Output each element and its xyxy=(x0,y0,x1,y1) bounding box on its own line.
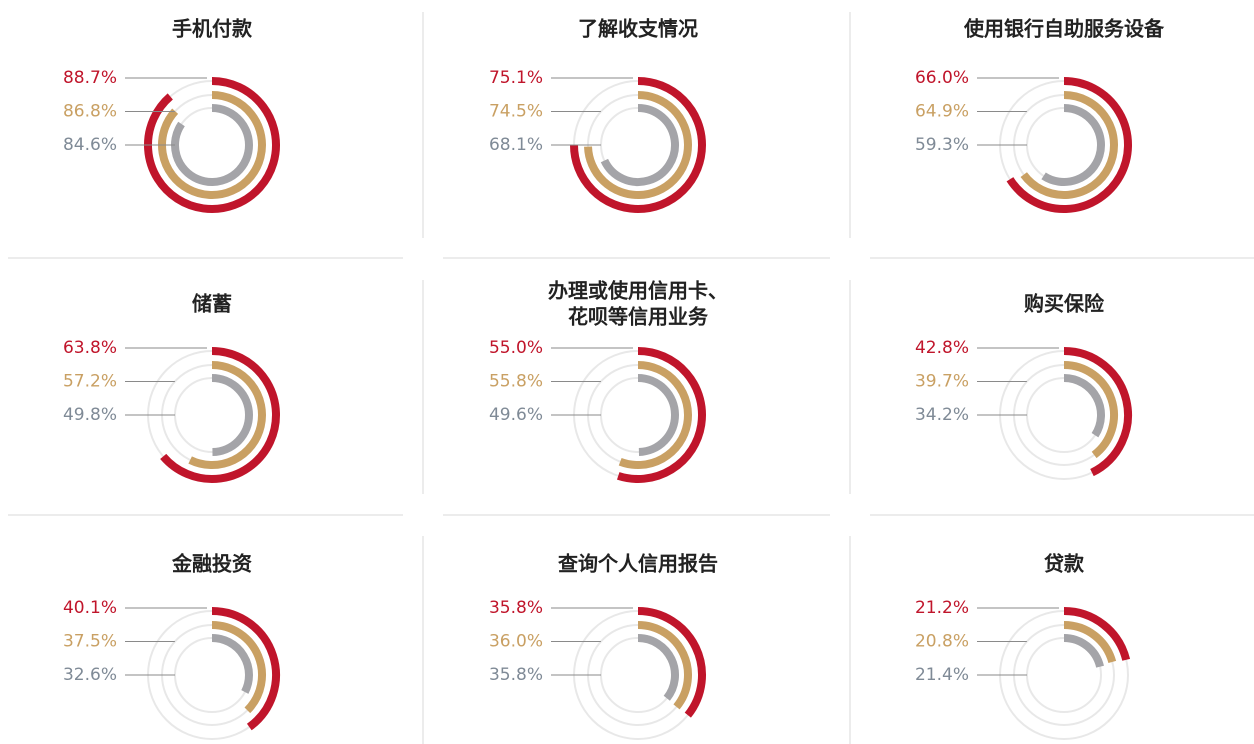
radial-bar xyxy=(584,91,692,199)
value-label: 36.0% xyxy=(489,632,543,652)
radial-bar xyxy=(211,374,253,456)
value-label: 37.5% xyxy=(63,632,117,652)
value-label: 34.2% xyxy=(915,405,969,425)
value-label: 74.5% xyxy=(489,102,543,122)
radial-bar xyxy=(600,104,679,186)
chart-title: 贷款 xyxy=(1044,552,1085,576)
value-label: 40.1% xyxy=(63,598,117,618)
value-label: 88.7% xyxy=(63,68,117,88)
radial-bar xyxy=(1020,91,1118,199)
chart-title: 购买保险 xyxy=(1024,292,1105,316)
value-label: 59.3% xyxy=(915,135,969,155)
chart-title: 了解收支情况 xyxy=(578,17,698,41)
value-label: 55.0% xyxy=(489,338,543,358)
value-label: 32.6% xyxy=(63,665,117,685)
value-label: 75.1% xyxy=(489,68,543,88)
value-label: 49.8% xyxy=(63,405,117,425)
radial-bar xyxy=(158,91,266,199)
chart-title: 办理或使用信用卡、 xyxy=(548,279,728,303)
value-label: 64.9% xyxy=(915,102,969,122)
radial-bar xyxy=(160,347,280,483)
radial-bar xyxy=(618,361,692,469)
value-label: 20.8% xyxy=(915,632,969,652)
value-label: 57.2% xyxy=(63,372,117,392)
value-label: 86.8% xyxy=(63,102,117,122)
radial-bar xyxy=(1041,104,1105,186)
radial-bar xyxy=(1063,634,1104,668)
chart-title: 使用银行自助服务设备 xyxy=(963,17,1165,41)
radial-bar xyxy=(1063,621,1117,664)
separators xyxy=(8,12,1254,744)
value-label: 35.8% xyxy=(489,665,543,685)
value-label: 21.4% xyxy=(915,665,969,685)
radial-bar xyxy=(637,374,679,456)
value-label: 68.1% xyxy=(489,135,543,155)
value-label: 35.8% xyxy=(489,598,543,618)
radial-bar xyxy=(569,77,706,213)
radial-bar xyxy=(211,607,280,731)
radial-bar xyxy=(637,634,679,701)
radial-bar xyxy=(188,361,266,469)
chart-title: 储蓄 xyxy=(192,292,232,316)
radial-bar xyxy=(637,621,692,710)
value-label: 42.8% xyxy=(915,338,969,358)
chart-title: 金融投资 xyxy=(171,552,252,576)
chart-title: 花呗等信用业务 xyxy=(568,305,709,329)
radial-bar xyxy=(1063,607,1131,661)
radial-bar xyxy=(1006,77,1132,213)
value-label: 66.0% xyxy=(915,68,969,88)
value-label: 84.6% xyxy=(63,135,117,155)
radial-bar xyxy=(1063,347,1132,477)
radial-bar xyxy=(211,621,266,714)
radial-bar xyxy=(211,634,253,694)
value-label: 55.8% xyxy=(489,372,543,392)
value-label: 63.8% xyxy=(63,338,117,358)
value-label: 21.2% xyxy=(915,598,969,618)
radial-bar xyxy=(616,347,706,483)
radial-bar xyxy=(637,607,706,718)
value-label: 49.6% xyxy=(489,405,543,425)
chart-title: 查询个人信用报告 xyxy=(558,552,718,576)
chart-title: 手机付款 xyxy=(172,17,253,41)
radial-bar xyxy=(171,104,253,186)
value-label: 39.7% xyxy=(915,372,969,392)
radial-bar xyxy=(1063,374,1105,438)
radial-bar xyxy=(1063,361,1118,459)
